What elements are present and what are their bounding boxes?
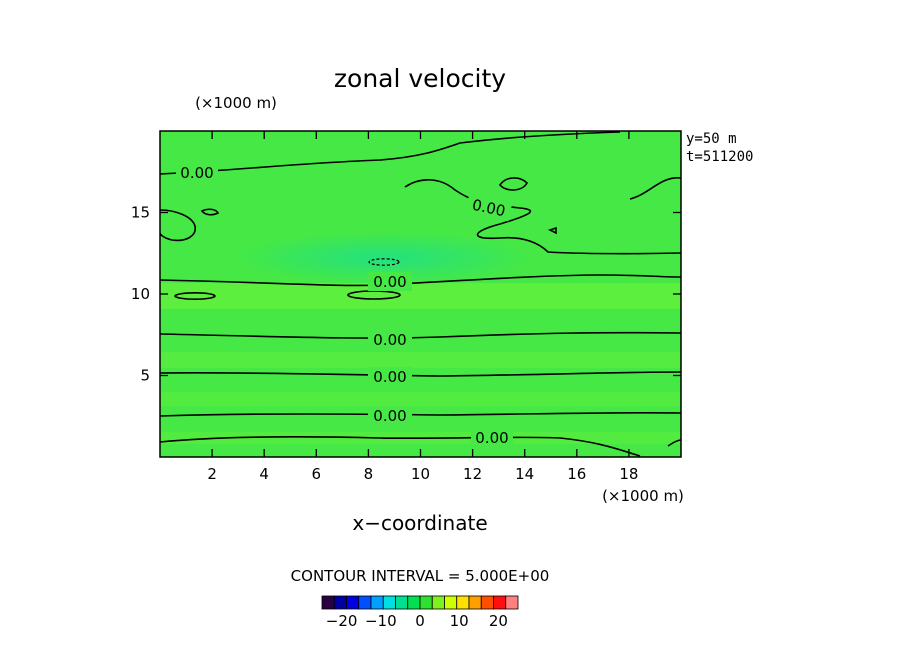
colorbar-tick-label: −10 — [365, 612, 397, 630]
colorbar-swatch — [395, 595, 409, 610]
x-tick-label: 6 — [312, 465, 322, 483]
colorbar — [321, 595, 519, 610]
contour-label-bg — [471, 428, 513, 447]
contour-line — [160, 131, 621, 175]
colorbar-swatch — [505, 595, 519, 610]
x-axis-label: x−coordinate — [352, 511, 487, 535]
chart-title: zonal velocity — [334, 64, 506, 93]
field-cyan-region — [235, 232, 535, 284]
contour-label: 0.00 — [373, 368, 406, 386]
x-tick-label: 2 — [207, 465, 217, 483]
x-axis: 2 4 6 8 10 12 14 16 18 — [207, 131, 638, 483]
x-tick-label: 16 — [567, 465, 586, 483]
contour-label: 0.00 — [180, 164, 213, 182]
colorbar-swatch — [444, 595, 458, 610]
field-band — [160, 352, 681, 368]
contour-interval-text: CONTOUR INTERVAL = 5.000E+00 — [291, 567, 550, 585]
x-axis-unit: (×1000 m) — [602, 487, 684, 505]
colorbar-swatch — [456, 595, 470, 610]
colorbar-tick-label: 0 — [415, 612, 425, 630]
contour-label-bg — [368, 367, 412, 386]
contour-lines — [160, 131, 681, 457]
field-band — [160, 392, 681, 406]
x-tick-label: 18 — [619, 465, 638, 483]
y-tick-label: 10 — [131, 285, 150, 303]
contour-line — [404, 179, 681, 255]
x-tick-label: 8 — [364, 465, 374, 483]
colorbar-swatch — [321, 595, 335, 610]
colorbar-swatch — [419, 595, 433, 610]
contour-label: 0.00 — [373, 331, 406, 349]
contour-line — [547, 226, 557, 235]
colorbar-swatch — [407, 595, 421, 610]
x-tick-label: 4 — [259, 465, 269, 483]
info-time: t=511200 — [686, 149, 753, 165]
colorbar-swatch — [468, 595, 482, 610]
contour-label-bg — [368, 330, 412, 349]
colorbar-ticks: −20 −10 0 10 20 — [326, 612, 508, 630]
y-tick-label: 15 — [131, 204, 150, 222]
y-axis-unit: (×1000 m) — [195, 94, 277, 112]
colorbar-swatch — [382, 595, 396, 610]
contour-line — [160, 331, 681, 339]
x-tick-label: 14 — [515, 465, 534, 483]
contour-line — [160, 209, 196, 242]
colorbar-swatch — [493, 595, 507, 610]
colorbar-tick-label: −20 — [326, 612, 358, 630]
x-tick-label: 12 — [463, 465, 482, 483]
info-y-level: y=50 m — [686, 131, 737, 147]
contour-line — [160, 436, 641, 457]
contour-label: 0.00 — [475, 429, 508, 447]
contour-line — [160, 371, 681, 377]
contour-line — [174, 291, 216, 300]
contour-label-bg — [465, 193, 513, 222]
colorbar-swatch — [358, 595, 372, 610]
colorbar-swatch — [370, 595, 384, 610]
y-axis: 5 10 15 — [131, 204, 681, 385]
contour-line — [498, 177, 528, 191]
contour-label: 0.00 — [373, 273, 406, 291]
colorbar-swatch — [431, 595, 445, 610]
contour-line-negative — [368, 258, 400, 266]
velocity-field: 0.00 0.00 0.00 0.00 0.00 0.00 0.00 — [160, 131, 681, 457]
contour-label: 0.00 — [373, 407, 406, 425]
colorbar-tick-label: 20 — [489, 612, 508, 630]
colorbar-swatch — [480, 595, 494, 610]
contour-label-bg — [368, 272, 412, 291]
contour-line — [160, 274, 681, 287]
x-tick-label: 10 — [411, 465, 430, 483]
contour-label-bg — [176, 163, 218, 182]
contour-line — [160, 411, 681, 417]
contour-line — [629, 177, 681, 200]
contour-label-bg — [368, 406, 412, 425]
colorbar-tick-label: 10 — [450, 612, 469, 630]
colorbar-swatch — [333, 595, 347, 610]
colorbar-swatch — [346, 595, 360, 610]
y-tick-label: 5 — [140, 367, 150, 385]
field-band — [160, 283, 681, 309]
contour-line — [200, 208, 220, 216]
contour-line — [667, 439, 681, 447]
